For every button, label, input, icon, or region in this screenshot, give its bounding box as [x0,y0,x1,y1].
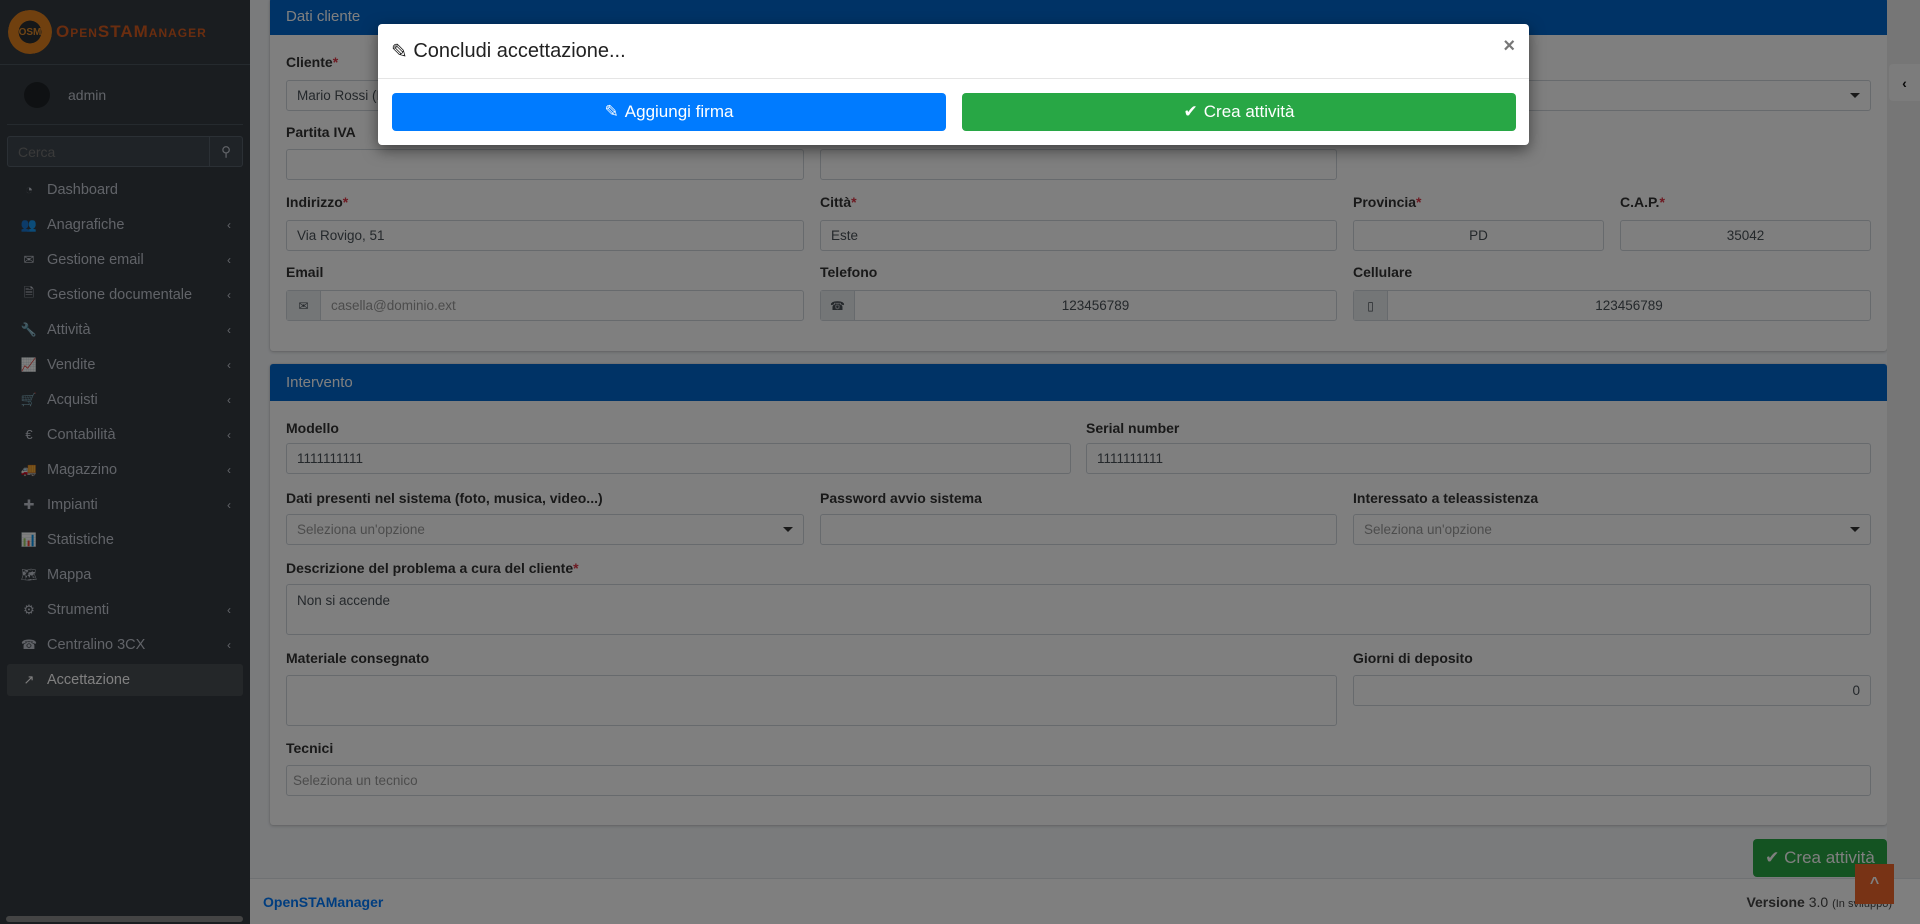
pencil-icon: ✎ [391,40,414,63]
aggiungi-firma-button[interactable]: ✎ Aggiungi firma [392,93,946,131]
check-icon: ✔ [1183,102,1198,121]
pencil-icon: ✎ [604,102,619,121]
close-icon[interactable]: × [1503,35,1515,57]
modal-header: ✎ Concludi accettazione... [378,24,1529,79]
modal-crea-attivita-button[interactable]: ✔ Crea attività [962,93,1516,131]
modal-title: Concludi accettazione... [413,39,626,62]
concludi-modal: ✎ Concludi accettazione... × ✎ Aggiungi f… [378,24,1529,145]
